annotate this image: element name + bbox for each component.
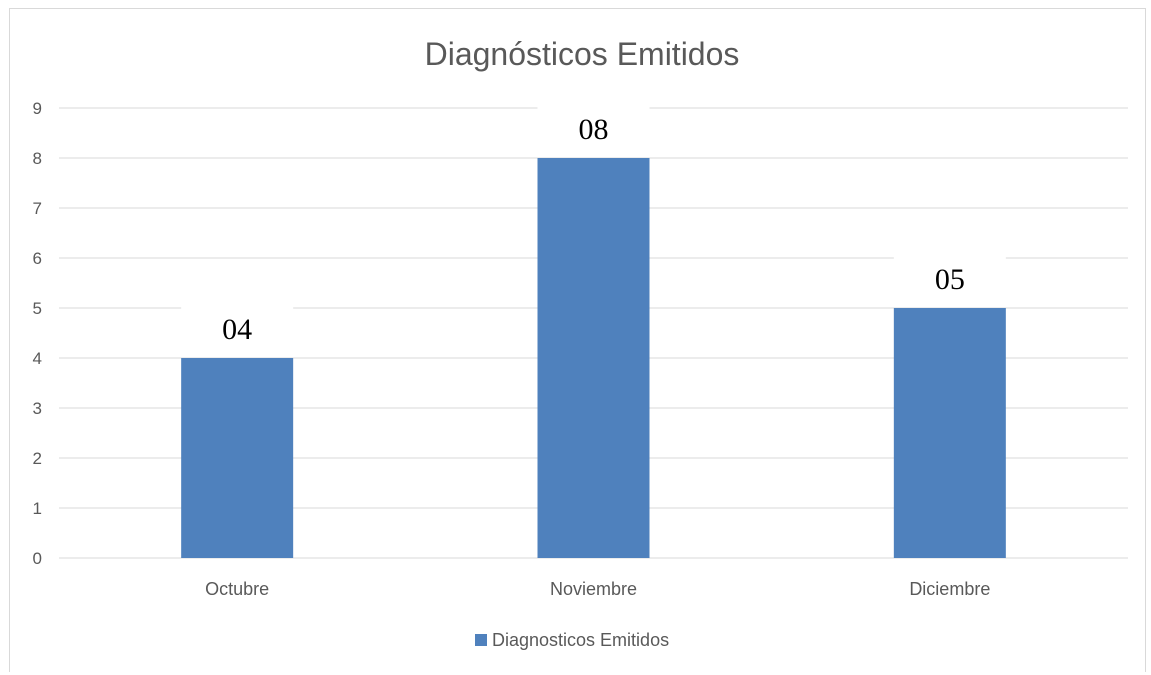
y-tick-label: 1 xyxy=(33,499,42,518)
bar-octubre xyxy=(181,358,294,558)
x-category-label: Noviembre xyxy=(550,579,637,599)
y-tick-label: 9 xyxy=(33,99,42,118)
y-tick-label: 7 xyxy=(33,199,42,218)
y-tick-label: 8 xyxy=(33,149,42,168)
y-tick-label: 5 xyxy=(33,299,42,318)
y-tick-label: 4 xyxy=(33,349,42,368)
y-tick-label: 2 xyxy=(33,449,42,468)
legend-swatch xyxy=(475,634,487,646)
data-label-background xyxy=(181,306,294,352)
y-tick-label: 3 xyxy=(33,399,42,418)
data-labels: 04 08 05 xyxy=(181,106,1006,352)
x-category-label: Octubre xyxy=(205,579,269,599)
legend-label: Diagnosticos Emitidos xyxy=(492,630,669,650)
bar-diciembre xyxy=(893,308,1006,558)
y-tick-label: 0 xyxy=(33,549,42,568)
data-label: 05 xyxy=(935,263,965,296)
bar-noviembre xyxy=(537,158,650,558)
data-label-background xyxy=(893,256,1006,302)
legend: Diagnosticos Emitidos xyxy=(475,630,669,650)
data-label: 04 xyxy=(222,313,252,346)
y-tick-label: 6 xyxy=(33,249,42,268)
y-axis-ticks: 0 1 2 3 4 5 6 7 8 9 xyxy=(33,99,42,568)
chart-title: Diagnósticos Emitidos xyxy=(425,36,740,72)
data-label-background xyxy=(537,106,650,152)
x-axis-categories: Octubre Noviembre Diciembre xyxy=(205,579,990,599)
x-category-label: Diciembre xyxy=(909,579,990,599)
bars xyxy=(181,158,1006,558)
data-label: 08 xyxy=(579,113,609,146)
